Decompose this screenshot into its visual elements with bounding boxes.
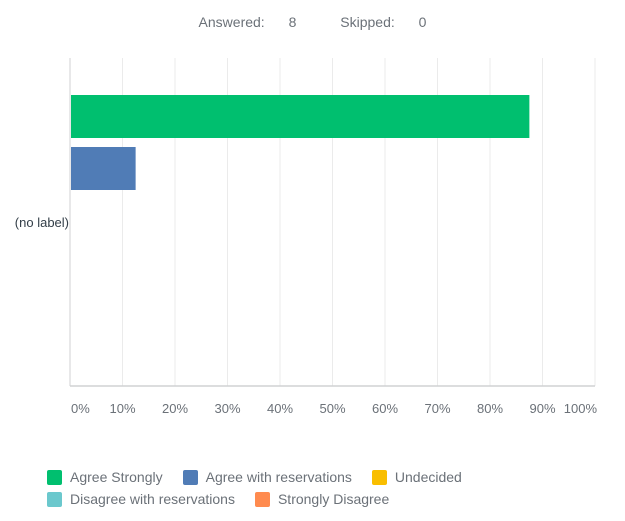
legend-item: Disagree with reservations (47, 488, 235, 510)
x-tick-label: 80% (477, 401, 503, 416)
legend-swatch (254, 491, 270, 507)
skipped-label: Skipped: (340, 14, 395, 30)
legend-item: Strongly Disagree (254, 488, 390, 510)
legend-item: Undecided (371, 466, 462, 488)
legend-label: Undecided (394, 469, 462, 485)
x-tick-label: 50% (319, 401, 345, 416)
bar-agree-strongly (71, 95, 530, 138)
answered-label: Answered: (198, 14, 265, 30)
legend-swatch (371, 469, 387, 485)
x-tick-label: 0% (71, 401, 90, 416)
legend-label: Strongly Disagree (277, 491, 390, 507)
answered-count: 8 (288, 14, 297, 30)
x-tick-label: 30% (214, 401, 240, 416)
legend-swatch (47, 491, 62, 507)
bar-agree-with-reservations (71, 147, 136, 190)
category-label: (no label) (15, 215, 69, 230)
legend: Agree Strongly Agree with reservations Und… (47, 466, 607, 510)
x-tick-label: 60% (372, 401, 398, 416)
legend-label: Agree Strongly (70, 469, 163, 485)
x-tick-label: 100% (564, 401, 598, 416)
legend-swatch (182, 469, 198, 485)
x-tick-label: 20% (162, 401, 188, 416)
skipped-count: 0 (418, 14, 427, 30)
legend-item: Agree Strongly (47, 466, 163, 488)
response-summary: Answered: 8 Skipped: 0 (0, 14, 625, 30)
x-tick-label: 90% (529, 401, 555, 416)
x-tick-label: 40% (267, 401, 293, 416)
legend-swatch (47, 469, 62, 485)
x-tick-label: 70% (424, 401, 450, 416)
legend-label: Agree with reservations (205, 469, 352, 485)
legend-item: Agree with reservations (182, 466, 352, 488)
x-tick-label: 10% (109, 401, 135, 416)
legend-label: Disagree with reservations (70, 491, 235, 507)
bar-chart: 0% 10% 20% 30% 40% 50% 60% 70% 80% 90% 100% (no lab… (15, 58, 598, 416)
